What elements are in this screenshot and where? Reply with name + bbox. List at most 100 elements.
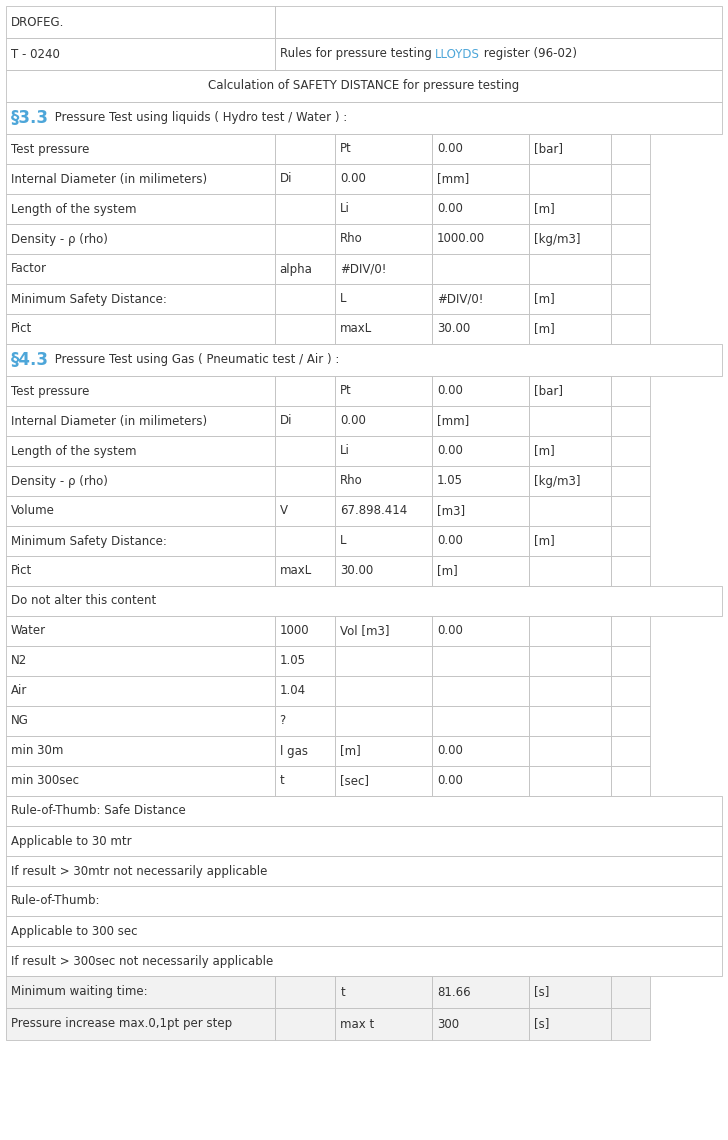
Text: Rules for pressure testing: Rules for pressure testing [280,48,435,60]
Text: t: t [341,985,345,999]
Text: Minimum Safety Distance:: Minimum Safety Distance: [11,535,167,547]
Bar [529,616,611,646]
Text: 300: 300 [437,1018,459,1031]
Bar [274,976,336,1008]
Text: If result > 30mtr not necessarily applicable: If result > 30mtr not necessarily applic… [11,864,267,878]
Bar [611,706,650,736]
Text: [s]: [s] [534,985,549,999]
Bar [432,676,529,706]
Text: Pict: Pict [11,323,32,335]
Text: V: V [280,505,288,518]
Bar [336,976,432,1008]
Bar [611,194,650,223]
Bar [611,616,650,646]
Text: 1.04: 1.04 [280,684,306,698]
Bar [6,676,274,706]
Bar [432,164,529,194]
Bar [432,976,529,1008]
Text: If result > 300sec not necessarily applicable: If result > 300sec not necessarily appli… [11,954,273,968]
Text: 1000: 1000 [280,625,309,637]
Text: ?: ? [280,715,286,727]
Text: t: t [280,774,284,788]
Bar [6,496,274,526]
Text: Density - ρ (rho): Density - ρ (rho) [11,474,108,488]
Bar [611,376,650,406]
Text: 81.66: 81.66 [437,985,470,999]
Bar [611,1008,650,1040]
Bar [336,496,432,526]
Bar [6,616,274,646]
Text: LLOYDS: LLOYDS [435,48,480,60]
Bar [529,676,611,706]
Text: Density - ρ (rho): Density - ρ (rho) [11,233,108,245]
Bar [529,254,611,284]
Bar [529,164,611,194]
Text: 1.05: 1.05 [437,474,463,488]
Text: Calculation of SAFETY DISTANCE for pressure testing: Calculation of SAFETY DISTANCE for press… [208,80,520,92]
Bar [529,976,611,1008]
Bar [336,223,432,254]
Text: Applicable to 300 sec: Applicable to 300 sec [11,925,138,937]
Bar [611,406,650,435]
Text: N2: N2 [11,654,27,668]
Bar [6,344,722,376]
Bar [611,556,650,586]
Bar [611,435,650,466]
Bar [529,194,611,223]
Bar [611,646,650,676]
Bar [336,376,432,406]
Bar [432,736,529,766]
Bar [432,526,529,556]
Bar [611,526,650,556]
Text: Pt: Pt [341,384,352,398]
Bar [336,676,432,706]
Bar [432,1008,529,1040]
Text: alpha: alpha [280,262,312,276]
Bar [274,435,336,466]
Text: Pressure increase max.0,1pt per step: Pressure increase max.0,1pt per step [11,1018,232,1031]
Bar [336,194,432,223]
Text: [m]: [m] [534,323,555,335]
Text: Di: Di [280,172,292,186]
Bar [6,101,722,135]
Bar [274,135,336,164]
Bar [611,976,650,1008]
Text: 0.00: 0.00 [437,744,463,757]
Bar [274,254,336,284]
Text: Pict: Pict [11,564,32,578]
Text: [sec]: [sec] [341,774,369,788]
Bar [274,284,336,314]
Bar [336,706,432,736]
Bar [336,556,432,586]
Bar [274,766,336,796]
Text: #DIV/0!: #DIV/0! [437,293,483,306]
Bar [6,223,274,254]
Text: 0.00: 0.00 [437,445,463,457]
Bar [336,466,432,496]
Text: [kg/m3]: [kg/m3] [534,233,580,245]
Bar [6,284,274,314]
Bar [6,526,274,556]
Bar [6,466,274,496]
Bar [6,736,274,766]
Bar [432,314,529,344]
Text: §4.3: §4.3 [11,351,49,369]
Bar [611,284,650,314]
Bar [6,556,274,586]
Text: Rho: Rho [341,474,363,488]
Text: L: L [341,293,347,306]
Bar [6,766,274,796]
Text: Vol [m3]: Vol [m3] [341,625,390,637]
Text: Minimum waiting time:: Minimum waiting time: [11,985,148,999]
Text: 30.00: 30.00 [341,564,373,578]
Bar [6,376,274,406]
Bar [6,314,274,344]
Bar [611,736,650,766]
Bar [274,676,336,706]
Text: Li: Li [341,203,350,215]
Bar [432,706,529,736]
Bar [529,1008,611,1040]
Bar [432,223,529,254]
Text: [s]: [s] [534,1018,549,1031]
Text: l gas: l gas [280,744,307,757]
